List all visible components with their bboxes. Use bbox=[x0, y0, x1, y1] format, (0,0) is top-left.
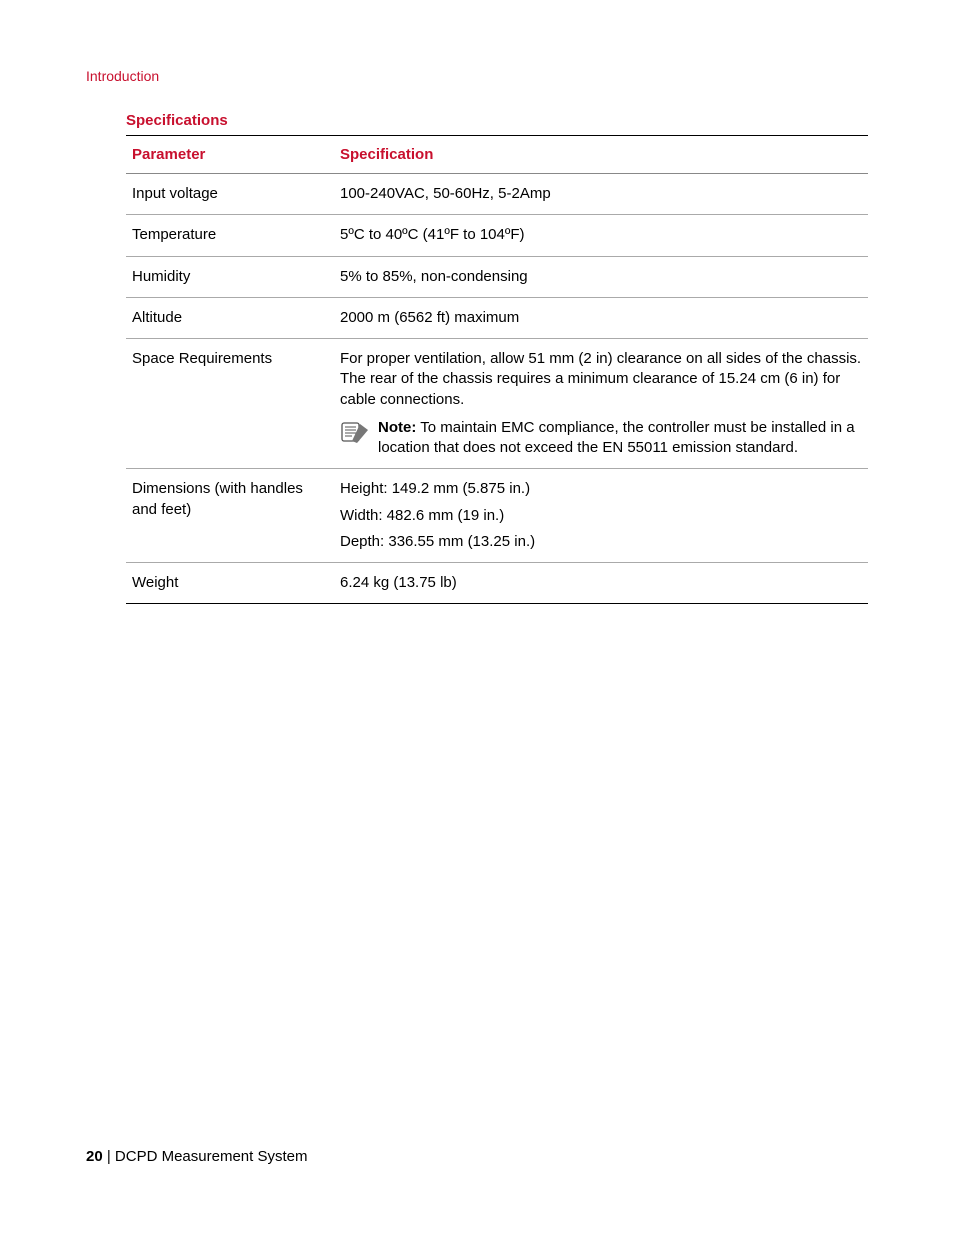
table-row: Space Requirements For proper ventilatio… bbox=[126, 339, 868, 469]
table-row: Dimensions (with handles and feet) Heigh… bbox=[126, 469, 868, 563]
spec-cell: For proper ventilation, allow 51 mm (2 i… bbox=[334, 339, 868, 469]
param-cell: Input voltage bbox=[126, 174, 334, 215]
param-cell: Altitude bbox=[126, 297, 334, 338]
note-icon bbox=[340, 420, 370, 450]
note-label: Note: bbox=[378, 419, 416, 436]
param-cell: Temperature bbox=[126, 215, 334, 256]
spec-cell: 6.24 kg (13.75 lb) bbox=[334, 563, 868, 604]
footer-title: DCPD Measurement System bbox=[115, 1148, 308, 1165]
dim-height: Height: 149.2 mm (5.875 in.) bbox=[340, 479, 862, 499]
table-row: Temperature 5ºC to 40ºC (41ºF to 104ºF) bbox=[126, 215, 868, 256]
spec-cell: 2000 m (6562 ft) maximum bbox=[334, 297, 868, 338]
breadcrumb: Introduction bbox=[86, 68, 868, 84]
specifications-table: Parameter Specification Input voltage 10… bbox=[126, 135, 868, 604]
table-row: Input voltage 100-240VAC, 50-60Hz, 5-2Am… bbox=[126, 174, 868, 215]
param-cell: Weight bbox=[126, 563, 334, 604]
header-specification: Specification bbox=[334, 136, 868, 174]
param-cell: Dimensions (with handles and feet) bbox=[126, 469, 334, 563]
note-row: Note: To maintain EMC compliance, the co… bbox=[340, 418, 862, 459]
table-row: Altitude 2000 m (6562 ft) maximum bbox=[126, 297, 868, 338]
table-row: Weight 6.24 kg (13.75 lb) bbox=[126, 563, 868, 604]
param-cell: Humidity bbox=[126, 256, 334, 297]
footer-separator: | bbox=[103, 1148, 115, 1165]
header-parameter: Parameter bbox=[126, 136, 334, 174]
param-cell: Space Requirements bbox=[126, 339, 334, 469]
spec-cell: 100-240VAC, 50-60Hz, 5-2Amp bbox=[334, 174, 868, 215]
dim-width: Width: 482.6 mm (19 in.) bbox=[340, 506, 862, 526]
spec-cell: 5ºC to 40ºC (41ºF to 104ºF) bbox=[334, 215, 868, 256]
spec-cell: 5% to 85%, non-condensing bbox=[334, 256, 868, 297]
table-row: Humidity 5% to 85%, non-condensing bbox=[126, 256, 868, 297]
section-title: Specifications bbox=[126, 112, 868, 129]
table-header-row: Parameter Specification bbox=[126, 136, 868, 174]
dim-depth: Depth: 336.55 mm (13.25 in.) bbox=[340, 532, 862, 552]
note-body: To maintain EMC compliance, the controll… bbox=[378, 419, 855, 456]
spec-cell: Height: 149.2 mm (5.875 in.) Width: 482.… bbox=[334, 469, 868, 563]
note-text: Note: To maintain EMC compliance, the co… bbox=[378, 418, 862, 459]
spec-text: For proper ventilation, allow 51 mm (2 i… bbox=[340, 349, 862, 410]
page-number: 20 bbox=[86, 1148, 103, 1165]
page: Introduction Specifications Parameter Sp… bbox=[0, 0, 954, 604]
page-footer: 20 | DCPD Measurement System bbox=[86, 1148, 307, 1165]
